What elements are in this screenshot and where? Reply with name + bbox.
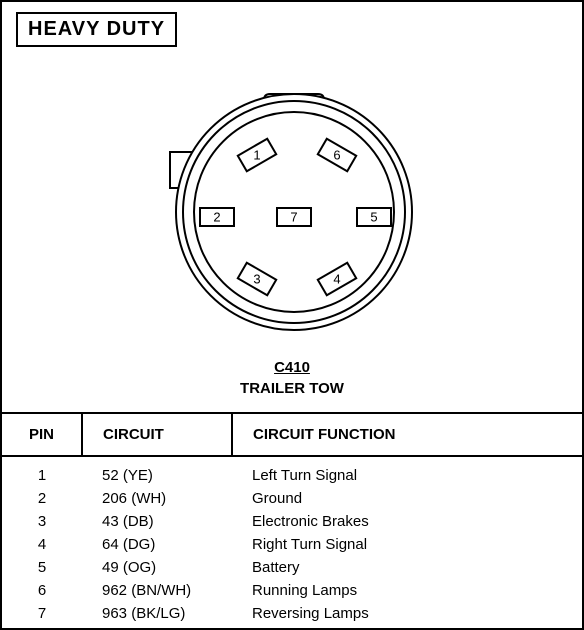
cell-pin: 7 <box>2 602 82 625</box>
table-row: 464 (DG)Right Turn Signal <box>2 533 582 556</box>
svg-text:2: 2 <box>213 210 220 225</box>
cell-pin: 4 <box>2 533 82 556</box>
table-row: 6962 (BN/WH)Running Lamps <box>2 579 582 602</box>
table-row: 152 (YE)Left Turn Signal <box>2 456 582 487</box>
svg-text:4: 4 <box>333 272 340 287</box>
connector-svg: 1 2 3 4 5 6 7 <box>2 22 584 362</box>
cell-func: Reversing Lamps <box>232 602 582 625</box>
page-container: HEAVY DUTY 1234567 C410 TRAILER TOW PIN … <box>0 0 584 630</box>
table-row: 343 (DB)Electronic Brakes <box>2 510 582 533</box>
header-func: CIRCUIT FUNCTION <box>232 413 582 456</box>
cell-pin: 2 <box>2 487 82 510</box>
header-circuit: CIRCUIT <box>82 413 232 456</box>
svg-text:5: 5 <box>370 210 377 225</box>
svg-text:7: 7 <box>290 210 297 225</box>
header-pin: PIN <box>2 413 82 456</box>
cell-circuit: 43 (DB) <box>82 510 232 533</box>
svg-text:6: 6 <box>333 148 340 163</box>
cell-circuit: 962 (BN/WH) <box>82 579 232 602</box>
cell-func: Ground <box>232 487 582 510</box>
cell-pin: 5 <box>2 556 82 579</box>
cell-func: Left Turn Signal <box>232 456 582 487</box>
cell-circuit: 206 (WH) <box>82 487 232 510</box>
cell-circuit: 52 (YE) <box>82 456 232 487</box>
svg-text:3: 3 <box>253 272 260 287</box>
connector-label: TRAILER TOW <box>240 380 344 397</box>
table-row: 2206 (WH)Ground <box>2 487 582 510</box>
cell-pin: 6 <box>2 579 82 602</box>
cell-pin: 3 <box>2 510 82 533</box>
svg-text:1: 1 <box>253 148 260 163</box>
cell-func: Electronic Brakes <box>232 510 582 533</box>
cell-func: Battery <box>232 556 582 579</box>
cell-circuit: 49 (OG) <box>82 556 232 579</box>
cell-pin: 1 <box>2 456 82 487</box>
cell-func: Running Lamps <box>232 579 582 602</box>
pinout-table-wrap: PIN CIRCUIT CIRCUIT FUNCTION 152 (YE)Lef… <box>2 412 582 625</box>
connector-id: C410 <box>274 359 310 376</box>
table-row: 549 (OG)Battery <box>2 556 582 579</box>
pinout-table: PIN CIRCUIT CIRCUIT FUNCTION 152 (YE)Lef… <box>2 412 582 625</box>
connector-diagram: 1 2 3 4 5 6 7 <box>2 22 582 362</box>
table-header-row: PIN CIRCUIT CIRCUIT FUNCTION <box>2 413 582 456</box>
cell-func: Right Turn Signal <box>232 533 582 556</box>
cell-circuit: 64 (DG) <box>82 533 232 556</box>
table-row: 7963 (BK/LG)Reversing Lamps <box>2 602 582 625</box>
connector-caption: C410 TRAILER TOW <box>2 357 582 399</box>
cell-circuit: 963 (BK/LG) <box>82 602 232 625</box>
